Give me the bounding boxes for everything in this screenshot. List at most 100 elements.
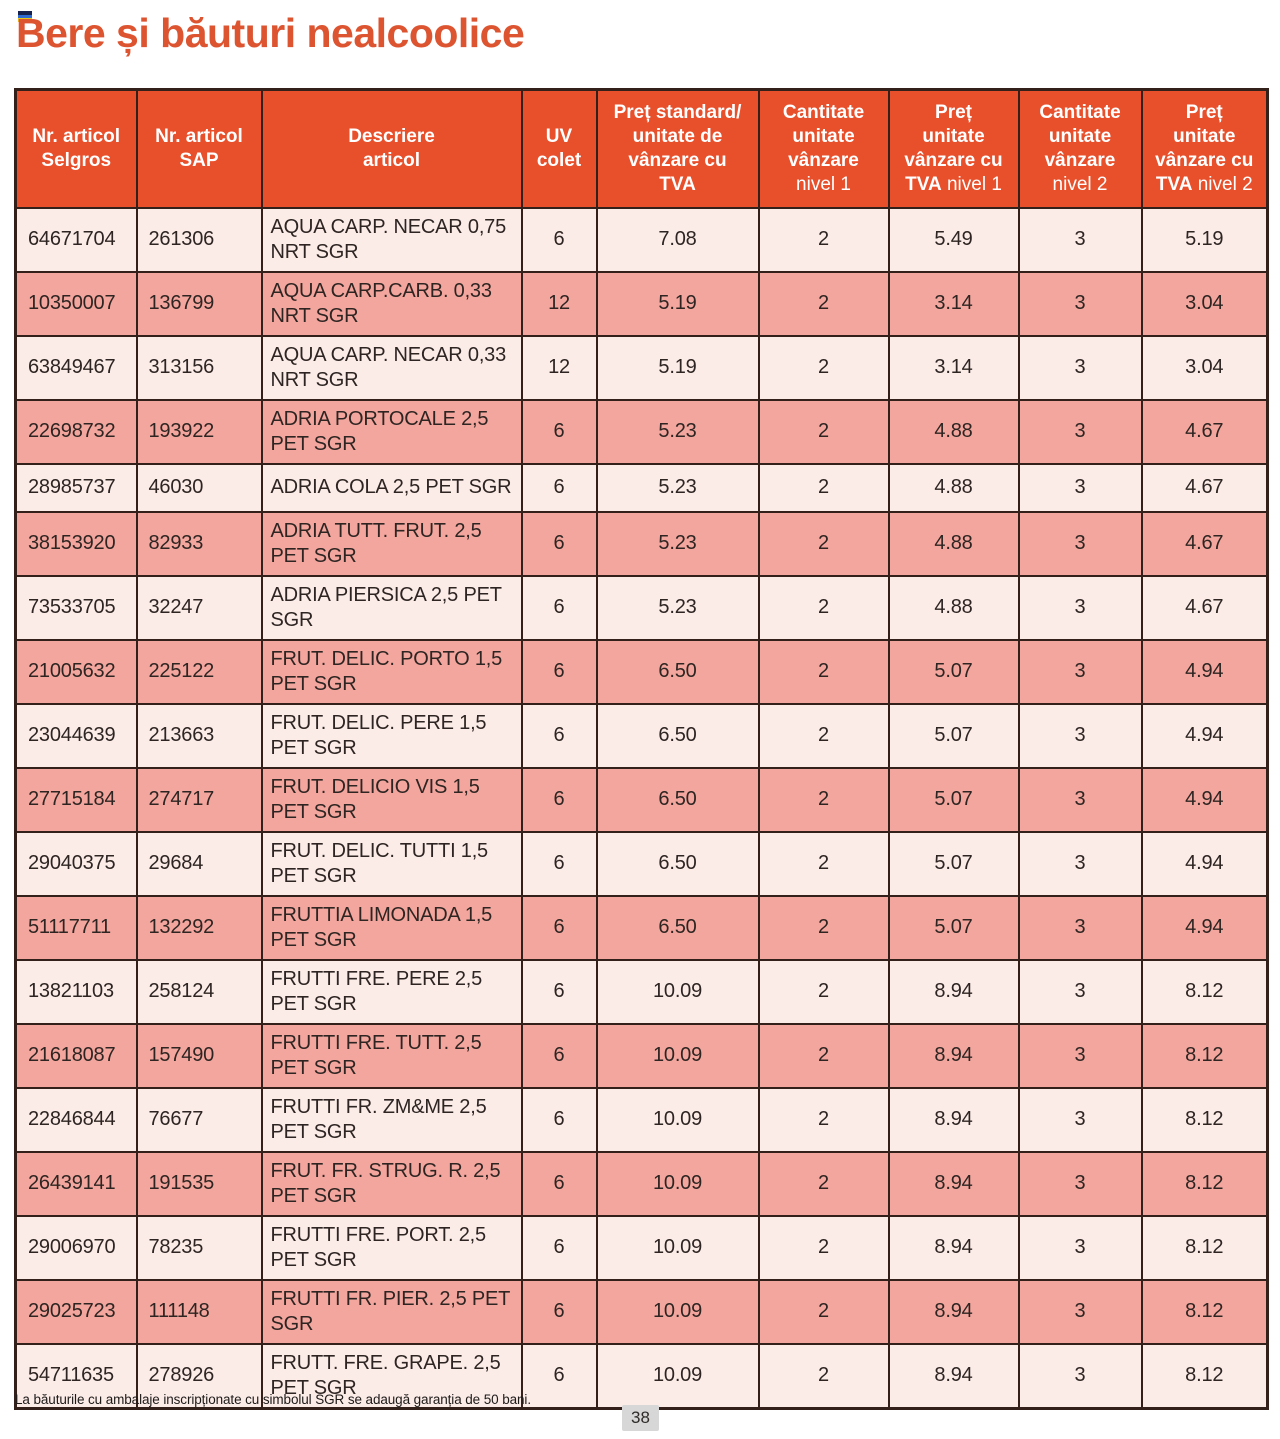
cell-nr-articol-selgros: 10350007: [14, 270, 138, 337]
cell-pret-tva-nivel-2: 3.04: [1140, 270, 1269, 337]
cell-descriere-articol: ADRIA TUTT. FRUT. 2,5 PET SGR: [260, 510, 523, 577]
cell-pret-standard-tva: 5.23: [595, 462, 760, 513]
cell-cantitate-nivel-1: 2: [757, 702, 890, 769]
cell-cantitate-nivel-2: 3: [1017, 958, 1143, 1025]
cell-pret-tva-nivel-1: 8.94: [887, 1342, 1020, 1409]
cell-descriere-articol: FRUT. DELICIO VIS 1,5 PET SGR: [260, 766, 523, 833]
cell-nr-articol-sap: 111148: [135, 1278, 263, 1345]
cell-nr-articol-sap: 313156: [135, 334, 263, 401]
cell-uv-colet: 12: [520, 270, 598, 337]
cell-nr-articol-sap: 258124: [135, 958, 263, 1025]
cell-uv-colet: 6: [520, 1022, 598, 1089]
cell-cantitate-nivel-2: 3: [1017, 574, 1143, 641]
cell-nr-articol-selgros: 38153920: [14, 510, 138, 577]
cell-cantitate-nivel-1: 2: [757, 1022, 890, 1089]
cell-nr-articol-selgros: 21618087: [14, 1022, 138, 1089]
cell-pret-standard-tva: 10.09: [595, 1214, 760, 1281]
cell-cantitate-nivel-1: 2: [757, 1150, 890, 1217]
cell-descriere-articol: AQUA CARP.CARB. 0,33 NRT SGR: [260, 270, 523, 337]
cell-pret-standard-tva: 10.09: [595, 1022, 760, 1089]
cell-nr-articol-selgros: 28985737: [14, 462, 138, 513]
cell-pret-standard-tva: 5.23: [595, 574, 760, 641]
cell-pret-tva-nivel-1: 3.14: [887, 270, 1020, 337]
cell-pret-standard-tva: 10.09: [595, 1342, 760, 1409]
cell-cantitate-nivel-2: 3: [1017, 206, 1143, 273]
table-row: 21005632 225122 FRUT. DELIC. PORTO 1,5 PET…: [14, 638, 1269, 705]
cell-pret-standard-tva: 6.50: [595, 766, 760, 833]
cell-descriere-articol: FRUT. DELIC. PORTO 1,5 PET SGR: [260, 638, 523, 705]
col-header-uv-colet: UV colet: [520, 88, 598, 209]
table-row: 22698732 193922 ADRIA PORTOCALE 2,5 PET SG…: [14, 398, 1269, 465]
cell-nr-articol-sap: 261306: [135, 206, 263, 273]
cell-pret-tva-nivel-1: 4.88: [887, 574, 1020, 641]
cell-pret-standard-tva: 6.50: [595, 894, 760, 961]
cell-pret-tva-nivel-1: 8.94: [887, 1086, 1020, 1153]
cell-nr-articol-sap: 274717: [135, 766, 263, 833]
cell-cantitate-nivel-2: 3: [1017, 1214, 1143, 1281]
cell-pret-tva-nivel-2: 4.67: [1140, 510, 1269, 577]
cell-pret-standard-tva: 10.09: [595, 1150, 760, 1217]
table-row: 54711635 278926 FRUTT. FRE. GRAPE. 2,5 PET…: [14, 1342, 1269, 1409]
cell-descriere-articol: FRUTTIA LIMONADA 1,5 PET SGR: [260, 894, 523, 961]
cell-pret-tva-nivel-2: 4.94: [1140, 830, 1269, 897]
cell-pret-tva-nivel-2: 8.12: [1140, 1150, 1269, 1217]
cell-cantitate-nivel-2: 3: [1017, 638, 1143, 705]
cell-pret-tva-nivel-2: 4.67: [1140, 398, 1269, 465]
table-row: 21618087 157490 FRUTTI FRE. TUTT. 2,5 PET …: [14, 1022, 1269, 1089]
cell-descriere-articol: FRUTT. FRE. GRAPE. 2,5 PET SGR: [260, 1342, 523, 1409]
table-row: 27715184 274717 FRUT. DELICIO VIS 1,5 PET …: [14, 766, 1269, 833]
cell-uv-colet: 6: [520, 958, 598, 1025]
cell-uv-colet: 6: [520, 702, 598, 769]
cell-nr-articol-sap: 225122: [135, 638, 263, 705]
cell-cantitate-nivel-2: 3: [1017, 1150, 1143, 1217]
cell-cantitate-nivel-2: 3: [1017, 894, 1143, 961]
cell-pret-standard-tva: 5.23: [595, 510, 760, 577]
cell-descriere-articol: AQUA CARP. NECAR 0,33 NRT SGR: [260, 334, 523, 401]
cell-descriere-articol: FRUT. DELIC. PERE 1,5 PET SGR: [260, 702, 523, 769]
col-header-cantitate-nivel-2: Cantitate unitate vânzare nivel 2: [1017, 88, 1143, 209]
cell-pret-tva-nivel-1: 5.07: [887, 766, 1020, 833]
cell-pret-tva-nivel-2: 8.12: [1140, 1214, 1269, 1281]
cell-uv-colet: 6: [520, 766, 598, 833]
col-header-pret-standard-tva: Preț standard/ unitate de vânzare cu TVA: [595, 88, 760, 209]
cell-pret-tva-nivel-1: 5.07: [887, 830, 1020, 897]
cell-pret-standard-tva: 10.09: [595, 958, 760, 1025]
cell-nr-articol-selgros: 51117711: [14, 894, 138, 961]
cell-nr-articol-selgros: 64671704: [14, 206, 138, 273]
cell-nr-articol-sap: 193922: [135, 398, 263, 465]
cell-pret-standard-tva: 6.50: [595, 830, 760, 897]
cell-nr-articol-sap: 82933: [135, 510, 263, 577]
cell-uv-colet: 6: [520, 1342, 598, 1409]
cell-pret-tva-nivel-1: 8.94: [887, 1214, 1020, 1281]
cell-nr-articol-selgros: 29025723: [14, 1278, 138, 1345]
cell-descriere-articol: ADRIA PIERSICA 2,5 PET SGR: [260, 574, 523, 641]
cell-cantitate-nivel-1: 2: [757, 958, 890, 1025]
cell-pret-tva-nivel-2: 4.67: [1140, 462, 1269, 513]
table-row: 23044639 213663 FRUT. DELIC. PERE 1,5 PET …: [14, 702, 1269, 769]
cell-uv-colet: 6: [520, 1086, 598, 1153]
cell-descriere-articol: ADRIA PORTOCALE 2,5 PET SGR: [260, 398, 523, 465]
cell-nr-articol-selgros: 27715184: [14, 766, 138, 833]
col-header-pret-tva-nivel-1: Preț unitate vânzare cu TVA nivel 1: [887, 88, 1020, 209]
cell-pret-tva-nivel-1: 8.94: [887, 1150, 1020, 1217]
cell-uv-colet: 6: [520, 1278, 598, 1345]
page-number-badge: 38: [622, 1405, 659, 1431]
cell-descriere-articol: FRUT. DELIC. TUTTI 1,5 PET SGR: [260, 830, 523, 897]
cell-cantitate-nivel-2: 3: [1017, 334, 1143, 401]
cell-pret-tva-nivel-2: 4.94: [1140, 894, 1269, 961]
cell-nr-articol-sap: 78235: [135, 1214, 263, 1281]
cell-cantitate-nivel-1: 2: [757, 638, 890, 705]
cell-nr-articol-sap: 29684: [135, 830, 263, 897]
cell-cantitate-nivel-2: 3: [1017, 702, 1143, 769]
cell-pret-tva-nivel-1: 8.94: [887, 1278, 1020, 1345]
cell-pret-tva-nivel-1: 4.88: [887, 462, 1020, 513]
cell-pret-tva-nivel-2: 8.12: [1140, 1278, 1269, 1345]
cell-pret-tva-nivel-2: 4.94: [1140, 638, 1269, 705]
cell-cantitate-nivel-1: 2: [757, 894, 890, 961]
flag-icon: [18, 11, 32, 23]
cell-uv-colet: 6: [520, 206, 598, 273]
table-row: 26439141 191535 FRUT. FR. STRUG. R. 2,5 PE…: [14, 1150, 1269, 1217]
cell-pret-tva-nivel-2: 3.04: [1140, 334, 1269, 401]
cell-cantitate-nivel-2: 3: [1017, 1278, 1143, 1345]
